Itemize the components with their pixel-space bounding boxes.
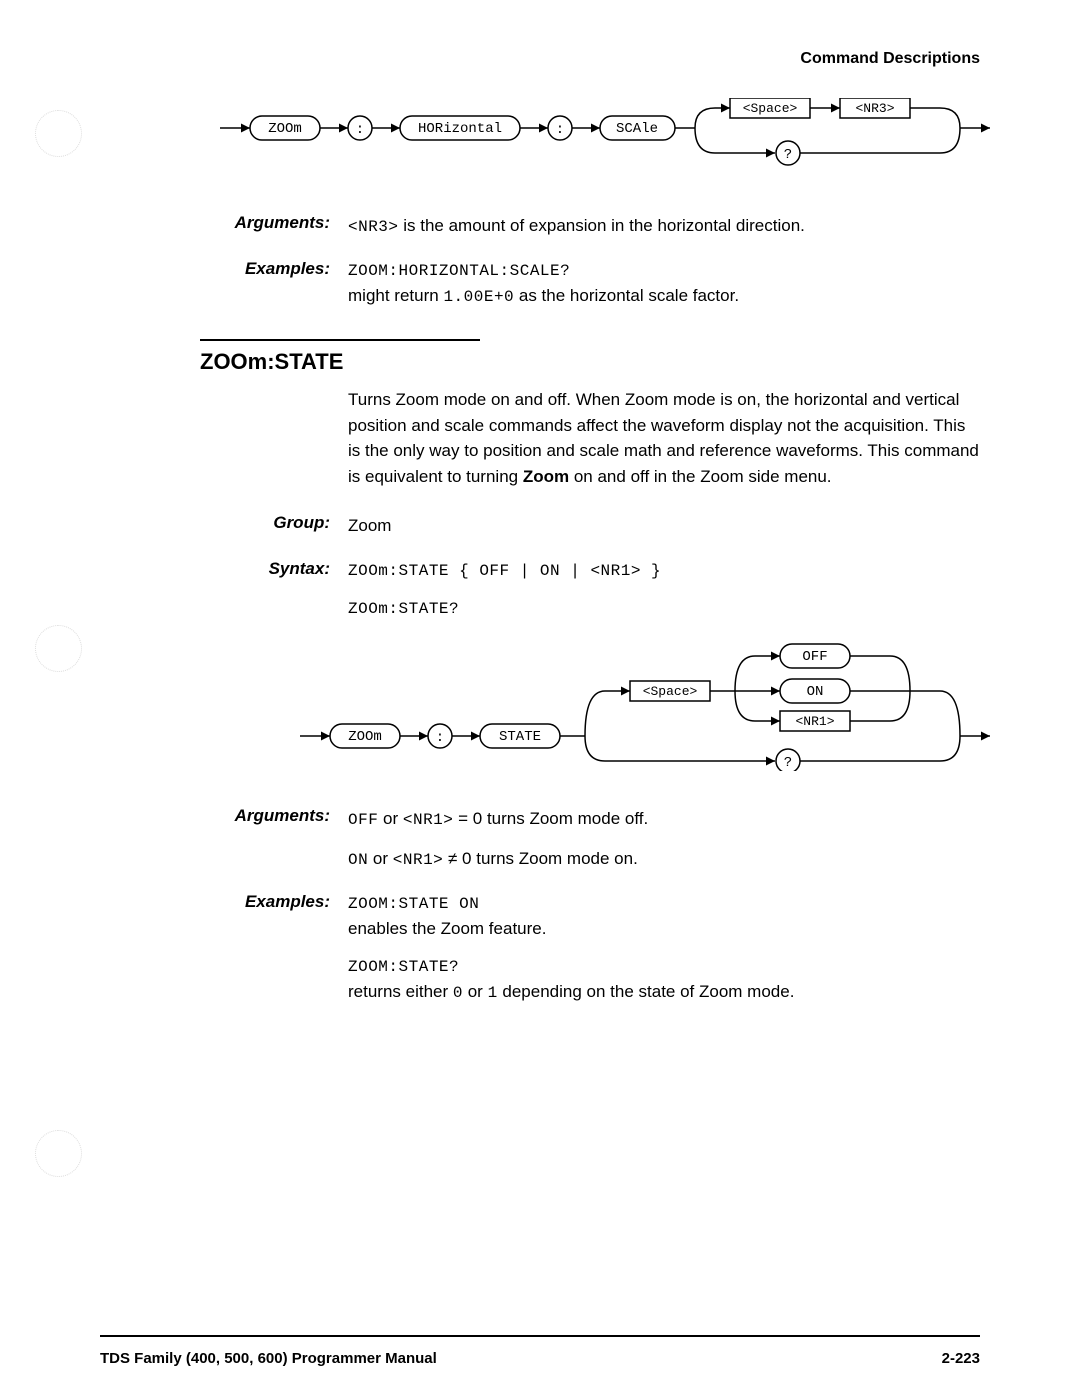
syntax-body: ZOOm:STATE { OFF | ON | <NR1> } ZOOm:STA… <box>348 559 980 621</box>
svg-text:<Space>: <Space> <box>743 101 798 116</box>
punch-hole <box>35 1130 82 1177</box>
footer: TDS Family (400, 500, 600) Programmer Ma… <box>100 1350 980 1367</box>
svg-text:ZOOm: ZOOm <box>348 729 382 745</box>
svg-text:<Space>: <Space> <box>643 684 698 699</box>
arguments-row: Arguments: <NR3> is the amount of expans… <box>100 213 980 239</box>
svg-text:OFF: OFF <box>802 649 827 665</box>
svg-text:<NR1>: <NR1> <box>795 714 834 729</box>
svg-text:?: ? <box>784 147 792 163</box>
svg-text::: : <box>356 122 364 138</box>
syntax-row: Syntax: ZOOm:STATE { OFF | ON | <NR1> } … <box>100 559 980 621</box>
section-rule <box>200 339 480 341</box>
group-body: Zoom <box>348 513 980 539</box>
arguments-body-2: OFF or <NR1> = 0 turns Zoom mode off. ON… <box>348 806 980 872</box>
svg-text:ON: ON <box>807 684 824 700</box>
svg-text:?: ? <box>784 755 792 771</box>
svg-text:HORizontal: HORizontal <box>418 121 502 137</box>
examples-body: ZOOM:HORIZONTAL:SCALE? might return 1.00… <box>348 259 980 309</box>
syntax-diagram-1: ZOOm : HORizontal : SCAle <Space> <box>220 98 980 183</box>
svg-text::: : <box>436 730 444 746</box>
footer-right: 2-223 <box>942 1350 980 1367</box>
examples-label-2: Examples: <box>100 892 348 1006</box>
arguments-label: Arguments: <box>100 213 348 239</box>
arguments-body: <NR3> is the amount of expansion in the … <box>348 213 980 239</box>
command-title: ZOOm:STATE <box>200 349 980 375</box>
footer-left: TDS Family (400, 500, 600) Programmer Ma… <box>100 1350 437 1367</box>
svg-text:SCAle: SCAle <box>616 121 658 137</box>
group-label: Group: <box>100 513 348 539</box>
page: Command Descriptions ZOOm : HORizontal <box>0 0 1080 1397</box>
syntax-diagram-2: ZOOm : STATE <Space> OFF ON <box>300 641 980 776</box>
svg-text::: : <box>556 122 564 138</box>
examples-row: Examples: ZOOM:HORIZONTAL:SCALE? might r… <box>100 259 980 309</box>
svg-text:STATE: STATE <box>499 729 541 745</box>
svg-text:<NR3>: <NR3> <box>855 101 894 116</box>
syntax-label: Syntax: <box>100 559 348 621</box>
command-description: Turns Zoom mode on and off. When Zoom mo… <box>348 387 980 489</box>
examples-row-2: Examples: ZOOM:STATE ON enables the Zoom… <box>100 892 980 1006</box>
punch-hole <box>35 110 82 157</box>
arguments-label-2: Arguments: <box>100 806 348 872</box>
page-header: Command Descriptions <box>100 50 980 68</box>
examples-body-2: ZOOM:STATE ON enables the Zoom feature. … <box>348 892 980 1006</box>
examples-label: Examples: <box>100 259 348 309</box>
punch-hole <box>35 625 82 672</box>
group-row: Group: Zoom <box>100 513 980 539</box>
footer-rule <box>100 1335 980 1337</box>
d1-zoom: ZOOm <box>268 121 302 137</box>
arguments-row-2: Arguments: OFF or <NR1> = 0 turns Zoom m… <box>100 806 980 872</box>
